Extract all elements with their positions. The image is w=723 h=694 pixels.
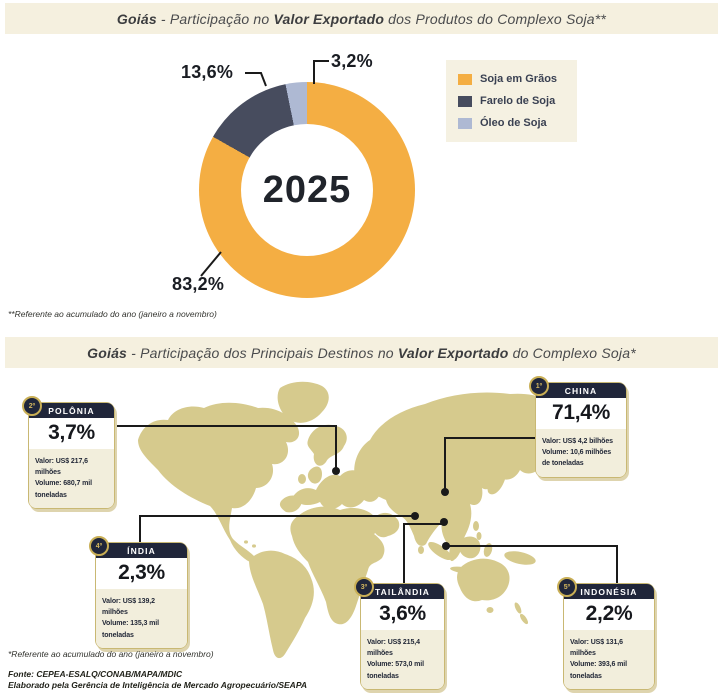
- map-sulawesi: [483, 543, 493, 557]
- volume-line: Volume: 135,3 mil toneladas: [102, 620, 159, 639]
- card-header: CHINA: [536, 383, 626, 398]
- title-text: Goiás - Participação no Valor Exportado …: [117, 11, 606, 27]
- map-north-america: [138, 402, 300, 562]
- map-australia: [457, 558, 510, 602]
- volume-line: Volume: 573,0 mil toneladas: [367, 661, 424, 680]
- card-header: TAILÂNDIA: [361, 584, 444, 599]
- title-bold-valor-exportado: Valor Exportado: [273, 10, 385, 27]
- map-tasmania: [486, 607, 494, 613]
- legend-label-farelo: Farelo de Soja: [480, 95, 556, 107]
- country-name: INDONÉSIA: [580, 586, 638, 597]
- map-greenland: [277, 381, 329, 423]
- destination-card-tailandia: 3º TAILÂNDIA 3,6% Valor: US$ 215,4 milhõ…: [354, 577, 445, 690]
- country-name: ÍNDIA: [127, 545, 156, 556]
- source-elaborado: Elaborado pela Gerência de Inteligência …: [8, 680, 307, 690]
- donut-legend: Soja em Grãos Farelo de Soja Óleo de Soj…: [446, 60, 577, 142]
- country-name: TAILÂNDIA: [374, 586, 431, 597]
- card-details: Valor: US$ 139,2 milhões Volume: 135,3 m…: [96, 589, 187, 648]
- source-fonte: Fonte: CEPEA-ESALQ/CONAB/MAPA/MDIC: [8, 669, 183, 679]
- legend-label-soja: Soja em Grãos: [480, 73, 558, 85]
- map-new-zealand: [519, 613, 529, 625]
- country-name: POLÔNIA: [48, 405, 95, 416]
- map-borneo: [458, 536, 481, 559]
- donut-hole: 2025: [241, 124, 373, 256]
- legend-swatch-farelo: [458, 95, 472, 107]
- title-bold-goias: Goiás: [116, 10, 157, 27]
- map-arabia: [371, 512, 400, 538]
- title-bold-valor-exportado: Valor Exportado: [397, 344, 509, 361]
- legend-label-oleo: Óleo de Soja: [480, 117, 547, 129]
- valor-line: Valor: US$ 4,2 bilhões: [542, 438, 613, 445]
- rank-badge: 5º: [557, 577, 577, 597]
- card-details: Valor: US$ 4,2 bilhões Volume: 10,6 milh…: [536, 429, 626, 477]
- volume-line: Volume: 680,7 mil toneladas: [35, 480, 92, 499]
- card-details: Valor: US$ 215,4 milhões Volume: 573,0 m…: [361, 630, 444, 689]
- title-bold-goias: Goiás: [87, 344, 128, 361]
- share-percent: 2,3%: [96, 558, 187, 589]
- valor-line: Valor: US$ 131,6 milhões: [570, 639, 623, 658]
- map-ireland: [298, 474, 306, 484]
- valor-line: Valor: US$ 139,2 milhões: [102, 598, 155, 617]
- share-percent: 3,6%: [361, 599, 444, 630]
- map-new-guinea: [504, 551, 536, 565]
- map-south-america: [249, 550, 314, 659]
- rank-badge: 3º: [354, 577, 374, 597]
- destination-card-india: 4º ÍNDIA 2,3% Valor: US$ 139,2 milhões V…: [89, 536, 188, 649]
- map-scandinavia: [307, 424, 347, 466]
- share-percent: 2,2%: [564, 599, 654, 630]
- legend-item-farelo: Farelo de Soja: [458, 95, 577, 107]
- volume-line: Volume: 393,6 mil toneladas: [570, 661, 627, 680]
- country-name: CHINA: [564, 385, 598, 396]
- card-details: Valor: US$ 131,6 milhões Volume: 393,6 m…: [564, 630, 654, 689]
- share-percent: 3,7%: [29, 418, 114, 449]
- card-header: ÍNDIA: [96, 543, 187, 558]
- map-uk: [307, 466, 322, 484]
- legend-swatch-soja: [458, 73, 472, 85]
- title-text-2: dos Produtos do Complexo Soja**: [384, 10, 607, 27]
- map-sri-lanka: [418, 546, 424, 554]
- map-philippines: [473, 521, 479, 531]
- callout-line-farelo: [245, 72, 267, 87]
- callout-line-soja: [200, 251, 222, 277]
- map-new-zealand: [514, 602, 522, 614]
- map-caribbean-island: [244, 540, 248, 544]
- slice-label-soja: 83,2%: [172, 274, 225, 294]
- destinations-footnote: *Referente ao acumulado do ano (janeiro …: [8, 649, 214, 659]
- map-iberia: [279, 495, 302, 513]
- slice-label-farelo: 13,6%: [181, 62, 234, 82]
- title-text-1: - Participação no: [156, 10, 274, 27]
- title-text: Goiás - Participação dos Principais Dest…: [87, 345, 636, 361]
- products-section-title: Goiás - Participação no Valor Exportado …: [5, 3, 718, 34]
- map-caribbean-island: [252, 544, 256, 548]
- card-header: INDONÉSIA: [564, 584, 654, 599]
- legend-item-oleo: Óleo de Soja: [458, 117, 577, 129]
- slice-label-oleo: 3,2%: [331, 51, 373, 71]
- valor-line: Valor: US$ 215,4 milhões: [367, 639, 420, 658]
- title-text-1: - Participação dos Principais Destinos n…: [127, 344, 398, 361]
- rank-badge: 1º: [529, 376, 549, 396]
- card-header: POLÔNIA: [29, 403, 114, 418]
- donut-center-year: 2025: [262, 168, 352, 211]
- destination-card-indonesia: 5º INDONÉSIA 2,2% Valor: US$ 131,6 milhõ…: [557, 577, 655, 690]
- callout-line-oleo: [313, 60, 329, 84]
- legend-item-soja: Soja em Grãos: [458, 73, 577, 85]
- rank-badge: 4º: [89, 536, 109, 556]
- title-text-2: do Complexo Soja*: [508, 344, 636, 361]
- card-details: Valor: US$ 217,6 milhões Volume: 680,7 m…: [29, 449, 114, 508]
- destination-card-china: 1º CHINA 71,4% Valor: US$ 4,2 bilhões Vo…: [529, 376, 627, 478]
- valor-line: Valor: US$ 217,6 milhões: [35, 458, 88, 477]
- share-percent: 71,4%: [536, 398, 626, 429]
- map-iceland: [282, 425, 298, 435]
- volume-line: Volume: 10,6 milhões de toneladas: [542, 449, 612, 468]
- legend-swatch-oleo: [458, 117, 472, 129]
- destination-card-polonia: 2º POLÔNIA 3,7% Valor: US$ 217,6 milhões…: [22, 396, 115, 509]
- destinations-section-title: Goiás - Participação dos Principais Dest…: [5, 337, 718, 368]
- rank-badge: 2º: [22, 396, 42, 416]
- map-philippines: [476, 532, 482, 540]
- products-footnote: **Referente ao acumulado do ano (janeiro…: [8, 309, 217, 319]
